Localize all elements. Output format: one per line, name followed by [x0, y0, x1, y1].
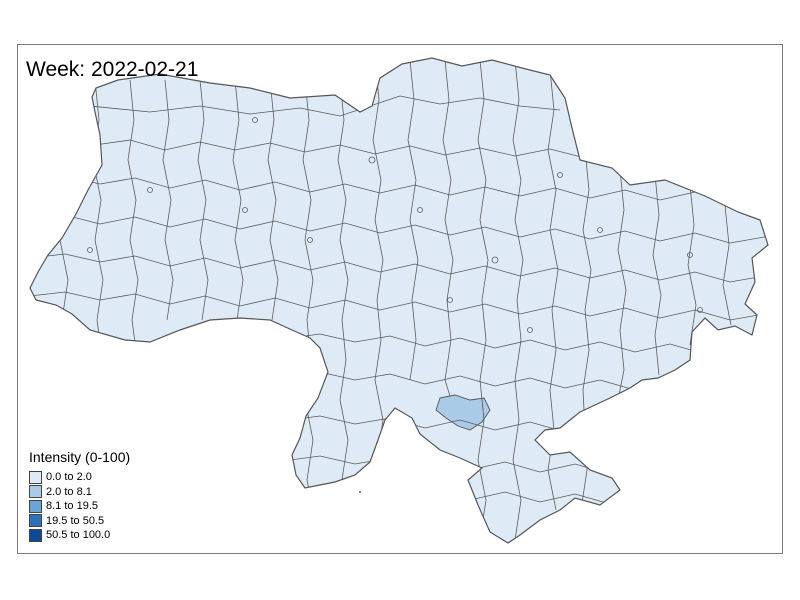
legend-item: 2.0 to 8.1 — [29, 485, 130, 500]
legend-item: 50.5 to 100.0 — [29, 528, 130, 543]
legend-swatch — [29, 528, 42, 542]
islet — [359, 491, 361, 493]
ukraine-country-fill — [29, 57, 769, 544]
legend-label: 0.0 to 2.0 — [46, 471, 92, 484]
legend-item: 8.1 to 19.5 — [29, 499, 130, 514]
legend-label: 8.1 to 19.5 — [46, 500, 98, 513]
legend-swatch — [29, 485, 42, 499]
legend: Intensity (0-100) 0.0 to 2.0 2.0 to 8.1 … — [29, 449, 130, 543]
legend-label: 50.5 to 100.0 — [46, 529, 111, 542]
legend-swatch — [29, 499, 42, 513]
legend-label: 2.0 to 8.1 — [46, 485, 92, 498]
highlighted-district — [435, 394, 491, 431]
legend-item: 0.0 to 2.0 — [29, 470, 130, 485]
legend-title: Intensity (0-100) — [29, 449, 131, 465]
legend-swatch — [29, 514, 42, 528]
legend-label: 19.5 to 50.5 — [46, 514, 105, 527]
district-boundaries — [30, 59, 768, 541]
legend-item: 19.5 to 50.5 — [29, 514, 130, 529]
map-title: Week: 2022-02-21 — [26, 58, 199, 81]
legend-swatch — [29, 470, 42, 484]
